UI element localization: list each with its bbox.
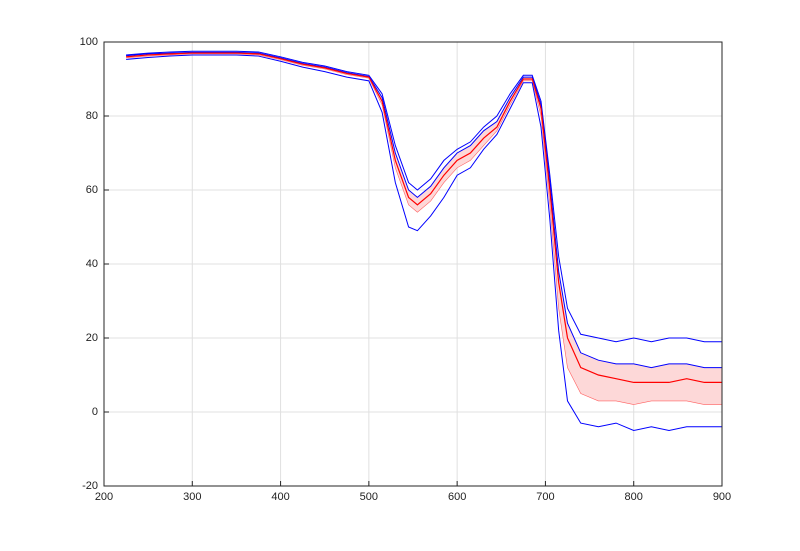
x-tick-label: 900 — [713, 491, 731, 503]
x-tick-label: 700 — [536, 491, 554, 503]
y-tick-label: 60 — [86, 184, 98, 196]
y-tick-label: 100 — [80, 36, 98, 48]
line — [126, 53, 722, 405]
line — [126, 50, 722, 343]
line — [126, 54, 722, 432]
y-tick-label: -20 — [82, 480, 98, 492]
band — [126, 52, 723, 405]
line — [126, 52, 722, 383]
x-tick-label: 600 — [448, 491, 466, 503]
x-tick-label: 800 — [625, 491, 643, 503]
line — [126, 51, 722, 369]
plot: 200 300 400 500 600 700 800 900 -20 0 20 40 60 80 100 — [80, 36, 732, 503]
x-tick-label: 500 — [360, 491, 378, 503]
y-tick-label: 80 — [86, 110, 98, 122]
x-tick-label: 200 — [95, 491, 113, 503]
y-tick-label: 20 — [86, 332, 98, 344]
x-tick-label: 300 — [183, 491, 201, 503]
axes-box — [103, 41, 723, 487]
x-tick-label: 400 — [271, 491, 289, 503]
y-tick-label: 40 — [86, 258, 98, 270]
y-tick-label: 0 — [92, 406, 98, 418]
